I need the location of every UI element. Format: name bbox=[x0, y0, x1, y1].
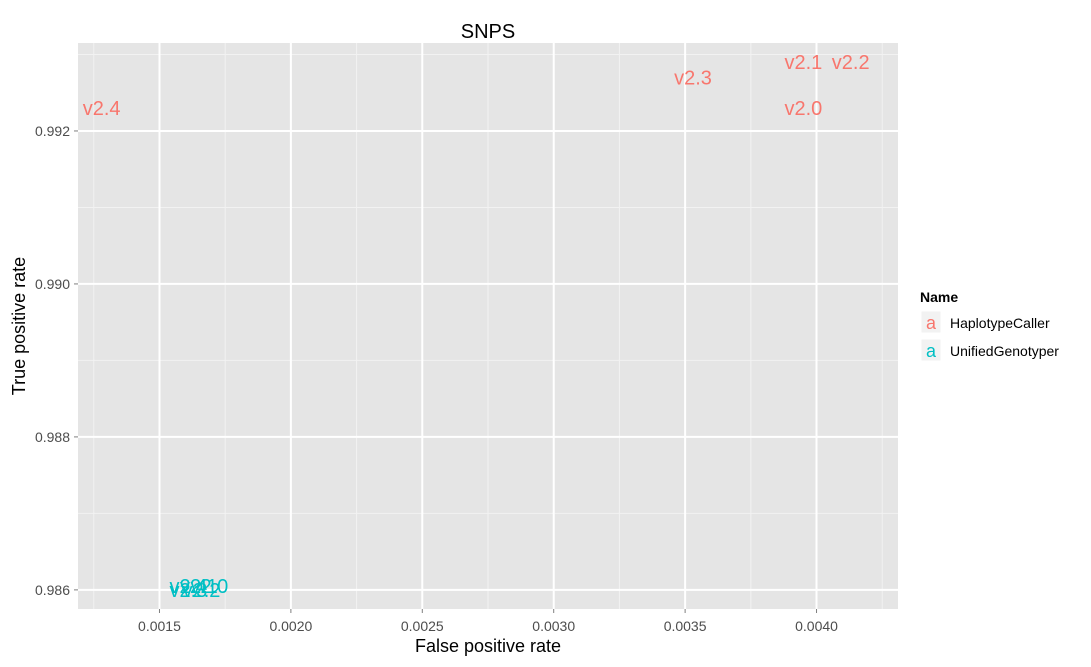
x-axis-ticks: 0.0015 0.0020 0.0025 0.0030 0.0035 0.0040 bbox=[138, 609, 838, 634]
x-tick-label: 0.0035 bbox=[664, 618, 707, 634]
y-tick-label: 0.992 bbox=[35, 123, 70, 139]
legend-item-unifiedgenotyper: a UnifiedGenotyper bbox=[920, 338, 1059, 362]
y-tick-label: 0.986 bbox=[35, 582, 70, 598]
legend-key-glyph: a bbox=[926, 341, 937, 361]
point-label: v2.2 bbox=[832, 52, 870, 74]
legend-key-box bbox=[920, 338, 942, 362]
x-tick-label: 0.0025 bbox=[401, 618, 444, 634]
y-tick-label: 0.988 bbox=[35, 429, 70, 445]
point-label: v2.0 bbox=[784, 98, 822, 120]
legend-label: UnifiedGenotyper bbox=[950, 343, 1059, 359]
point-label: v2.4 bbox=[169, 576, 207, 598]
point-label: v2.0 bbox=[191, 576, 229, 598]
x-tick-label: 0.0020 bbox=[269, 618, 312, 634]
point-label: v2.3 bbox=[169, 580, 207, 602]
point-labels: v2.4v2.3v2.1 v2.2v2.0v2.4v2.0v2.1v2.3v2.2 bbox=[83, 52, 870, 602]
legend-title: Name bbox=[920, 289, 958, 305]
x-axis-title: False positive rate bbox=[415, 636, 561, 656]
point-label: v2.1 bbox=[180, 576, 218, 598]
point-label: v2.2 bbox=[183, 580, 221, 602]
x-tick-label: 0.0040 bbox=[795, 618, 838, 634]
legend: Name a HaplotypeCaller a UnifiedGenotype… bbox=[920, 289, 1059, 362]
legend-item-haplotypecaller: a HaplotypeCaller bbox=[920, 310, 1050, 334]
major-gridlines bbox=[78, 43, 898, 609]
y-tick-label: 0.990 bbox=[35, 276, 70, 292]
y-axis-title: True positive rate bbox=[9, 257, 29, 395]
legend-key-box bbox=[920, 310, 942, 334]
point-label: v2.3 bbox=[674, 67, 712, 89]
x-tick-label: 0.0030 bbox=[532, 618, 575, 634]
chart-title: SNPS bbox=[461, 21, 515, 43]
x-tick-label: 0.0015 bbox=[138, 618, 181, 634]
y-axis-ticks: 0.986 0.988 0.990 0.992 bbox=[35, 123, 78, 598]
legend-label: HaplotypeCaller bbox=[950, 315, 1050, 331]
point-label: v2.1 bbox=[784, 52, 822, 74]
legend-key-glyph: a bbox=[926, 313, 937, 333]
point-label: v2.4 bbox=[83, 98, 121, 120]
minor-gridlines bbox=[78, 43, 898, 609]
